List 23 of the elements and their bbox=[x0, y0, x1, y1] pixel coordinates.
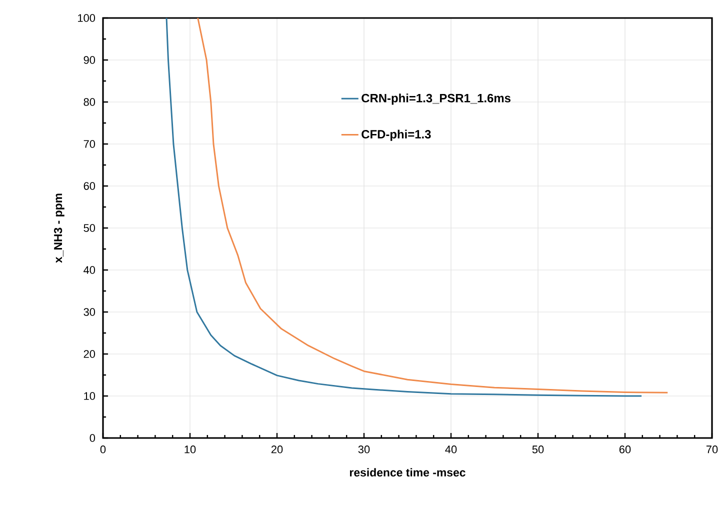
x-tick-label: 30 bbox=[358, 446, 370, 454]
x-axis-title: residence time -msec bbox=[350, 468, 466, 477]
x-tick-label: 20 bbox=[271, 446, 283, 454]
y-tick-label: 20 bbox=[84, 350, 96, 358]
y-tick-label: 60 bbox=[84, 182, 96, 190]
legend-label: CFD-phi=1.3 bbox=[362, 130, 431, 141]
y-tick-label: 40 bbox=[84, 266, 96, 274]
y-axis-title: x_NH3 - ppm bbox=[54, 194, 64, 263]
y-tick-label: 100 bbox=[78, 14, 96, 22]
y-tick-label: 80 bbox=[84, 98, 96, 106]
x-tick-label: 10 bbox=[184, 446, 196, 454]
y-tick-label: 0 bbox=[90, 434, 96, 442]
y-tick-label: 10 bbox=[84, 392, 96, 400]
x-tick-label: 60 bbox=[619, 446, 631, 454]
y-tick-label: 70 bbox=[84, 140, 96, 148]
x-tick-label: 70 bbox=[706, 446, 718, 454]
y-tick-label: 90 bbox=[84, 56, 96, 64]
y-tick-label: 30 bbox=[84, 308, 96, 316]
x-tick-label: 40 bbox=[445, 446, 457, 454]
legend-label: CRN-phi=1.3_PSR1_1.6ms bbox=[362, 94, 510, 105]
x-tick-label: 0 bbox=[100, 446, 106, 454]
y-tick-label: 50 bbox=[84, 224, 96, 232]
x-tick-label: 50 bbox=[532, 446, 544, 454]
